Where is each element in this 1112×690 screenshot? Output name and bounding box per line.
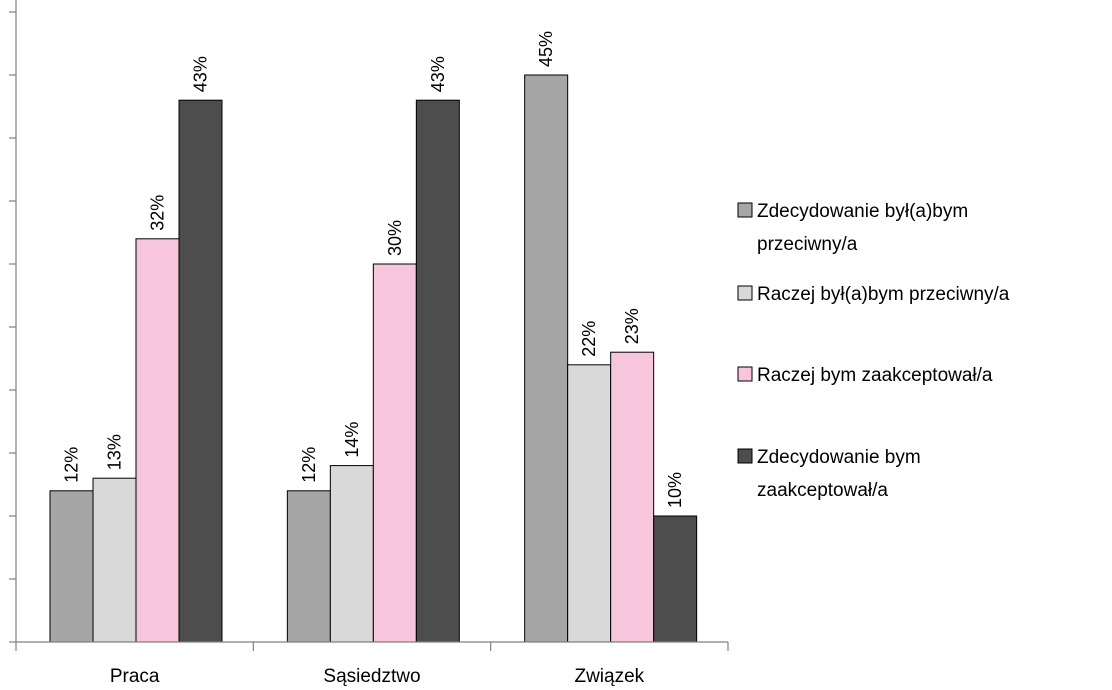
legend-label-1: Zdecydowanie był(a)bym przeciwny/a	[757, 201, 968, 255]
legend-swatch-4	[737, 448, 753, 464]
legend-swatch-2	[737, 285, 753, 301]
data-label-praca-series-4: 43%	[191, 56, 211, 92]
data-label-praca-series-1: 12%	[62, 447, 82, 483]
legend-swatch-1	[737, 202, 753, 218]
data-label-związek-series-2: 22%	[579, 321, 599, 357]
bar-sąsiedztwo-series-4	[415, 99, 460, 643]
data-label-sąsiedztwo-series-4: 43%	[428, 56, 448, 92]
x-tick-label: Sąsiedztwo	[323, 666, 420, 687]
data-label-sąsiedztwo-series-2: 14%	[342, 422, 362, 458]
x-tick-label: Praca	[110, 666, 160, 687]
bars-layer	[49, 74, 698, 643]
bar-związek-series-1	[524, 74, 569, 643]
legend-label-2: Raczej był(a)bym przeciwny/a	[757, 284, 1010, 305]
legend-label-3: Raczej bym zaakceptował/a	[757, 365, 993, 386]
bar-związek-series-4	[653, 515, 698, 643]
bar-praca-series-4	[178, 99, 223, 643]
bar-praca-series-1	[49, 490, 94, 643]
legend: Zdecydowanie był(a)bym przeciwny/a Raczej …	[737, 201, 1010, 501]
data-label-związek-series-4: 10%	[665, 472, 685, 508]
data-label-sąsiedztwo-series-1: 12%	[299, 447, 319, 483]
bar-związek-series-3	[610, 351, 655, 643]
legend-swatch-3	[737, 366, 753, 382]
bar-sąsiedztwo-series-1	[286, 490, 331, 643]
data-label-praca-series-3: 32%	[148, 195, 168, 231]
data-label-związek-series-1: 45%	[536, 31, 556, 67]
axes-layer	[9, 0, 729, 651]
data-label-związek-series-3: 23%	[622, 308, 642, 344]
x-tick-labels: Praca Sąsiedztwo Związek	[110, 666, 645, 687]
bar-sąsiedztwo-series-3	[372, 263, 417, 643]
bar-związek-series-2	[567, 364, 612, 643]
value-labels-layer: 12% 13% 32% 43% 12% 14% 30% 43% 45% 22% 23% 10%	[62, 31, 686, 508]
data-label-sąsiedztwo-series-3: 30%	[385, 220, 405, 256]
bar-praca-series-2	[92, 477, 137, 643]
data-label-praca-series-2: 13%	[105, 434, 125, 470]
x-tick-label: Związek	[574, 666, 644, 687]
bar-sąsiedztwo-series-2	[329, 465, 374, 643]
legend-label-4: Zdecydowanie bym zaakceptował/a	[757, 447, 921, 501]
bar-praca-series-3	[135, 238, 180, 643]
